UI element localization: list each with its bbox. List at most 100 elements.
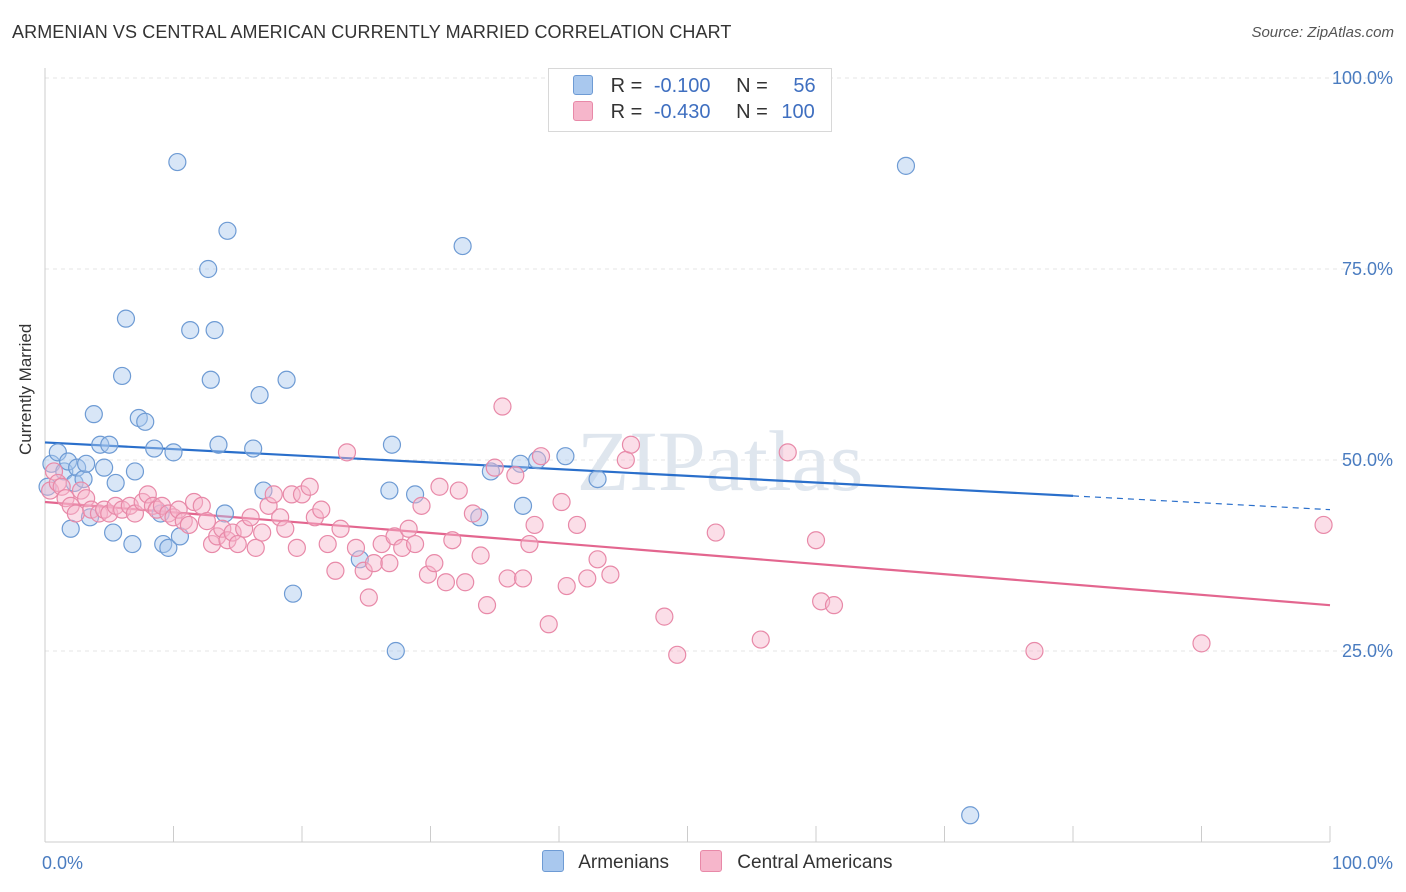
- point-armenians: [556, 447, 575, 466]
- point-armenians: [125, 462, 145, 481]
- point-central-americans: [305, 508, 324, 527]
- point-central-americans: [223, 523, 242, 542]
- point-armenians: [588, 470, 607, 489]
- point-central-americans: [616, 450, 635, 470]
- point-armenians: [218, 221, 237, 240]
- legend-n-label: N =: [736, 101, 768, 123]
- point-armenians: [123, 534, 142, 554]
- point-armenians: [961, 806, 980, 825]
- point-armenians: [205, 321, 224, 340]
- point-central-americans: [282, 485, 301, 504]
- point-central-americans: [235, 519, 254, 538]
- point-central-americans: [52, 477, 71, 496]
- point-central-americans: [520, 534, 539, 554]
- point-armenians: [100, 435, 119, 454]
- point-armenians: [244, 439, 263, 458]
- point-central-americans: [77, 489, 96, 508]
- y-tick-label: 25.0%: [1342, 641, 1393, 661]
- point-central-americans: [364, 554, 384, 573]
- point-central-americans: [169, 500, 188, 519]
- point-central-americans: [430, 477, 449, 496]
- legend-r-value: -0.100: [653, 75, 711, 97]
- point-central-americans: [539, 615, 558, 634]
- point-central-americans: [337, 443, 357, 462]
- legend-swatch-armenians: [573, 75, 593, 95]
- point-central-americans: [213, 519, 232, 538]
- point-central-americans: [292, 485, 312, 504]
- y-tick-label: 50.0%: [1342, 450, 1393, 470]
- chart-title: ARMENIAN VS CENTRAL AMERICAN CURRENTLY M…: [12, 22, 732, 42]
- point-armenians: [61, 519, 80, 538]
- point-armenians: [95, 458, 114, 477]
- point-central-americans: [138, 485, 157, 504]
- point-central-americans: [271, 508, 290, 527]
- point-central-americans: [806, 531, 826, 550]
- point-central-americans: [354, 561, 373, 580]
- point-armenians: [59, 452, 78, 471]
- point-central-americans: [264, 485, 283, 504]
- point-central-americans: [179, 515, 199, 535]
- legend-swatch-central-americans: [573, 101, 593, 121]
- legend-r-label: R =: [610, 75, 643, 97]
- series-legend-armenians[interactable]: Armenians: [542, 850, 669, 874]
- point-armenians: [181, 321, 200, 340]
- axes: [44, 68, 1331, 843]
- point-armenians: [68, 458, 87, 477]
- point-central-americans: [588, 550, 607, 569]
- grid-lines: [45, 77, 1392, 652]
- point-armenians: [283, 584, 303, 603]
- point-central-americans: [331, 519, 350, 538]
- correlation-legend: R = -0.100 N = 56 R = -0.430 N = 100: [548, 68, 832, 132]
- point-armenians: [106, 473, 125, 493]
- point-armenians: [350, 550, 369, 569]
- point-central-americans: [41, 481, 60, 500]
- point-central-americans: [425, 554, 444, 573]
- point-armenians: [48, 443, 67, 462]
- y-tick-labels: 25.0% 50.0% 75.0% 100.0%: [1332, 68, 1393, 661]
- point-central-americans: [246, 538, 265, 557]
- point-armenians: [116, 309, 136, 328]
- x-tick-label: 100.0%: [1332, 853, 1393, 873]
- point-armenians: [74, 470, 93, 489]
- point-armenians: [112, 366, 132, 386]
- point-central-americans: [259, 496, 278, 515]
- legend-n-value: 100: [781, 101, 815, 123]
- point-central-americans: [1192, 634, 1211, 653]
- point-central-americans: [241, 508, 260, 527]
- point-central-americans: [706, 523, 725, 542]
- point-central-americans: [525, 515, 544, 535]
- point-central-americans: [436, 573, 456, 592]
- point-armenians: [164, 443, 183, 462]
- point-armenians: [405, 485, 425, 504]
- point-central-americans: [493, 397, 512, 416]
- point-central-americans: [751, 630, 770, 649]
- point-central-americans: [412, 496, 431, 515]
- point-central-americans: [824, 596, 844, 615]
- point-central-americans: [312, 500, 331, 519]
- trend-line: [44, 441, 1074, 498]
- point-central-americans: [1314, 515, 1333, 535]
- point-central-americans: [346, 538, 366, 557]
- point-central-americans: [621, 435, 641, 454]
- point-armenians: [250, 385, 269, 405]
- point-armenians: [386, 641, 405, 661]
- point-armenians: [145, 439, 164, 458]
- point-central-americans: [456, 573, 475, 592]
- point-central-americans: [655, 607, 674, 626]
- point-central-americans: [578, 569, 597, 588]
- point-central-americans: [228, 534, 247, 554]
- point-central-americans: [253, 523, 272, 542]
- point-central-americans: [192, 496, 211, 515]
- series-legend-central-americans[interactable]: Central Americans: [700, 850, 893, 874]
- point-central-americans: [498, 569, 517, 588]
- point-central-americans: [359, 588, 378, 607]
- point-central-americans: [276, 519, 295, 538]
- series-legend-label: Central Americans: [737, 852, 893, 873]
- legend-row-armenians: R = -0.100 N = 56: [573, 75, 816, 99]
- legend-row-central-americans: R = -0.430 N = 100: [573, 101, 815, 125]
- point-central-americans: [485, 458, 504, 477]
- point-central-americans: [601, 565, 620, 584]
- point-central-americans: [66, 504, 85, 523]
- point-armenians: [382, 435, 402, 454]
